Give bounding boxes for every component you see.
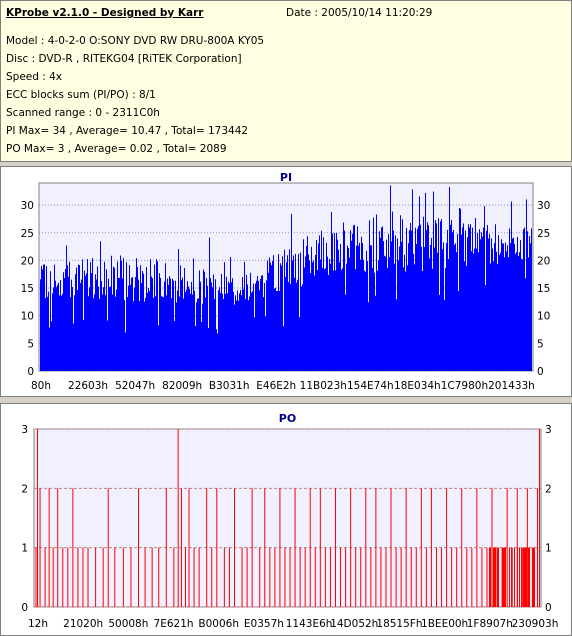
pi-ytick-right: 5 — [537, 338, 544, 350]
scan-date: Date : 2005/10/14 11:20:29 — [286, 7, 433, 19]
pi-xtick: E46E2h — [256, 380, 296, 392]
po-xtick: 14D052h — [330, 618, 378, 630]
pi-ytick-right: 25 — [537, 228, 550, 240]
pi-xtick: 22603h — [68, 380, 108, 392]
disc-line: Disc : DVD-R , RITEKG04 [RiTEK Corporati… — [6, 53, 242, 65]
po-ytick-left: 3 — [21, 424, 28, 436]
po-xtick: 230903h — [512, 618, 559, 630]
po-ytick-right: 3 — [545, 424, 552, 436]
pi-chart-panel: PI 0 0 5 5 10 10 15 15 20 20 25 25 30 30 80h 22603h 52047… — [0, 166, 572, 397]
po-summary-line: PO Max= 3 , Average= 0.02 , Total= 2089 — [6, 143, 227, 155]
ecc-line: ECC blocks sum (PI/PO) : 8/1 — [6, 89, 156, 101]
pi-chart: PI 0 0 5 5 10 10 15 15 20 20 25 25 30 30 80h 22603h 52047… — [21, 171, 551, 392]
app-title-text: KProbe v2.1.0 - Designed by Karr — [6, 7, 204, 19]
speed-line: Speed : 4x — [6, 71, 63, 83]
pi-ytick-left: 25 — [21, 228, 34, 240]
po-chart-panel: PO 0 0 1 1 2 2 3 3 12h 21020h 50008h 7E621h B0006h E03… — [0, 403, 572, 636]
range-line: Scanned range : 0 - 2311C0h — [6, 107, 160, 119]
po-ytick-left: 2 — [21, 483, 28, 495]
po-ytick-right: 1 — [545, 543, 552, 555]
pi-ytick-right: 10 — [537, 311, 550, 323]
pi-ytick-left: 5 — [27, 338, 34, 350]
po-ytick-left: 0 — [21, 602, 28, 614]
pi-ytick-right: 0 — [537, 366, 544, 378]
po-ytick-right: 2 — [545, 483, 552, 495]
po-ytick-left: 1 — [21, 543, 28, 555]
po-xtick: E0357h — [244, 618, 284, 630]
pi-xtick: 201433h — [488, 380, 535, 392]
pi-xtick: 1C7980h — [441, 380, 488, 392]
po-ytick-right: 0 — [545, 602, 552, 614]
info-panel: KProbe v2.1.0 - Designed by Karr Date : … — [0, 0, 572, 162]
po-xtick: 1143E6h — [286, 618, 333, 630]
pi-xtick: 80h — [31, 380, 51, 392]
pi-xtick: B3031h — [209, 380, 250, 392]
po-xtick: 7E621h — [154, 618, 194, 630]
pi-ytick-right: 30 — [537, 200, 550, 212]
pi-ytick-right: 15 — [537, 283, 550, 295]
po-xtick: 18515Fh — [376, 618, 422, 630]
pi-summary-line: PI Max= 34 , Average= 10.47 , Total= 173… — [6, 125, 249, 137]
po-plot-area — [33, 428, 542, 608]
app-title: KProbe v2.1.0 - Designed by Karr — [6, 7, 204, 19]
pi-xtick: 52047h — [115, 380, 155, 392]
po-chart: PO 0 0 1 1 2 2 3 3 12h 21020h 50008h 7E621h B0006h E03… — [21, 412, 559, 630]
model-line: Model : 4-0-2-0 O:SONY DVD RW DRU-800A K… — [6, 35, 265, 47]
po-xtick: 1BEE00h — [421, 618, 468, 630]
pi-ytick-right: 20 — [537, 255, 550, 267]
po-xtick: B0006h — [198, 618, 239, 630]
pi-xtick: 154E74h — [347, 380, 394, 392]
pi-xtick: 82009h — [162, 380, 202, 392]
po-xtick: 50008h — [108, 618, 148, 630]
pi-xtick: 11B023h — [300, 380, 347, 392]
po-xtick: 1F8907h — [467, 618, 513, 630]
pi-ytick-left: 0 — [27, 366, 34, 378]
po-xtick: 12h — [28, 618, 48, 630]
pi-xtick: 18E034h — [394, 380, 441, 392]
po-xtick: 21020h — [63, 618, 103, 630]
pi-ytick-left: 20 — [21, 255, 34, 267]
po-chart-title: PO — [279, 412, 296, 425]
pi-ytick-left: 30 — [21, 200, 34, 212]
pi-ytick-left: 10 — [21, 311, 34, 323]
pi-ytick-left: 15 — [21, 283, 34, 295]
pi-chart-title: PI — [280, 171, 292, 184]
